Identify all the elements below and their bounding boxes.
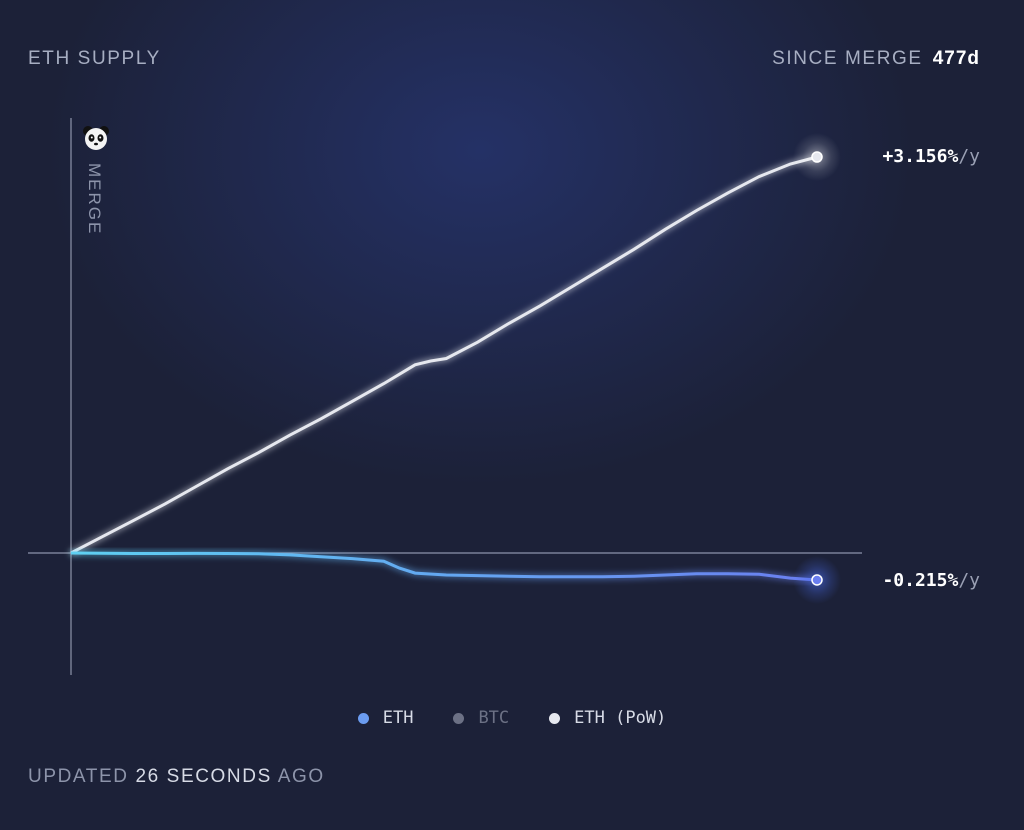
- chart-title: ETH SUPPLY: [28, 48, 161, 69]
- legend-item-btc[interactable]: BTC: [453, 708, 509, 728]
- eth-endpoint-dot: [811, 574, 823, 586]
- legend-label-eth-pow: ETH (PoW): [574, 708, 667, 728]
- merge-marker-label: MERGE: [85, 163, 104, 236]
- updated-prefix: UPDATED: [28, 766, 129, 787]
- updated-time: 26 SECONDS: [135, 766, 272, 787]
- legend-dot-eth-pow: [549, 712, 561, 724]
- eth-rate-unit: /y: [958, 570, 980, 591]
- eth-pow-endpoint-dot: [811, 151, 823, 163]
- since-merge-value: 477d: [932, 48, 980, 69]
- legend-label-eth: ETH: [382, 708, 414, 728]
- legend-dot-eth: [357, 712, 369, 724]
- legend-dot-btc: [453, 712, 465, 724]
- eth-rate-value: -0.215%: [882, 570, 959, 591]
- since-merge-label: SINCE MERGE: [772, 48, 923, 69]
- chart-legend: ETH BTC ETH (PoW): [0, 708, 1024, 728]
- eth-pow-supply-line: [70, 155, 818, 555]
- legend-label-btc: BTC: [478, 708, 510, 728]
- legend-item-eth[interactable]: ETH: [357, 708, 414, 728]
- eth-pow-rate-unit: /y: [958, 146, 980, 167]
- updated-status: UPDATED 26 SECONDS AGO: [28, 766, 325, 788]
- since-merge-stat: SINCE MERGE 477d: [772, 48, 980, 70]
- legend-item-eth-pow[interactable]: ETH (PoW): [549, 708, 666, 728]
- eth-supply-line: [70, 551, 818, 582]
- panda-icon: [82, 125, 110, 151]
- eth-pow-rate-label: +3.156%/y: [882, 146, 980, 167]
- updated-suffix: AGO: [277, 766, 325, 787]
- eth-rate-label: -0.215%/y: [882, 570, 980, 591]
- eth-pow-rate-value: +3.156%: [882, 146, 959, 167]
